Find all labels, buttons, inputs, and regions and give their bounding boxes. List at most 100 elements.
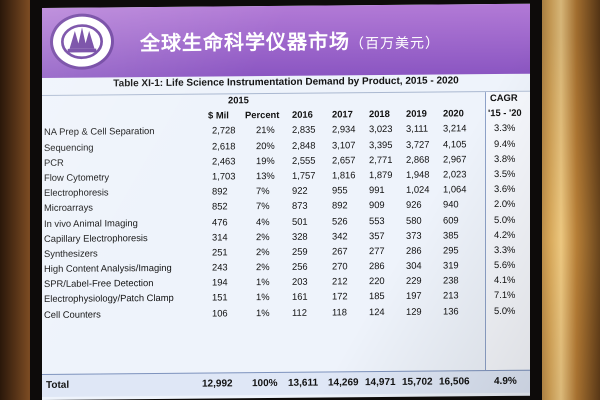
- row-cagr: 3.5%: [494, 167, 516, 179]
- header-2017: 2017: [332, 108, 353, 120]
- row-2020: 385: [443, 229, 459, 241]
- row-2016: 2,835: [292, 123, 316, 136]
- row-cagr: 5.0%: [494, 213, 516, 225]
- row-cagr: 4.1%: [494, 274, 516, 286]
- header-2019: 2019: [406, 107, 427, 120]
- row-2016: 161: [292, 291, 308, 303]
- row-mil: 243: [212, 261, 228, 273]
- row-2017: 267: [332, 245, 348, 257]
- row-2020: 3,214: [443, 122, 467, 134]
- row-label: NA Prep & Cell Separation: [44, 125, 155, 138]
- total-2017: 14,269: [328, 377, 359, 389]
- row-percent: 20%: [256, 139, 275, 151]
- total-2016: 13,611: [288, 377, 319, 389]
- row-mil: 314: [212, 231, 228, 243]
- row-label: High Content Analysis/Imaging: [44, 261, 172, 275]
- row-mil: 892: [212, 185, 228, 197]
- row-2019: 129: [406, 305, 422, 317]
- row-percent: 2%: [256, 245, 270, 258]
- row-percent: 13%: [256, 169, 275, 182]
- row-cagr: 9.4%: [494, 137, 516, 149]
- row-label: Electrophoresis: [44, 186, 109, 199]
- demand-table: 2015 CAGR $ Mil Percent 2016 2017 2018 2…: [42, 92, 530, 324]
- row-2019: 197: [406, 290, 422, 302]
- slide-title: 全球生命科学仪器市场（百万美元）: [140, 25, 440, 57]
- row-2018: 2,771: [369, 153, 393, 165]
- row-2020: 2,967: [443, 153, 467, 165]
- row-label: Flow Cytometry: [44, 171, 110, 183]
- total-2020: 16,506: [439, 376, 470, 388]
- row-2017: 2,934: [332, 123, 356, 135]
- row-2017: 172: [332, 290, 348, 302]
- row-percent: 7%: [256, 200, 270, 212]
- row-2017: 2,657: [332, 154, 356, 166]
- header-percent: Percent: [245, 109, 280, 121]
- row-2020: 295: [443, 244, 459, 256]
- row-2017: 118: [332, 305, 347, 318]
- row-2018: 220: [369, 275, 385, 287]
- row-2019: 286: [406, 244, 422, 256]
- row-percent: 2%: [256, 230, 270, 242]
- row-2019: 373: [406, 229, 422, 241]
- row-2018: 185: [369, 290, 385, 302]
- slide-title-unit: （百万美元）: [350, 35, 440, 53]
- organization-logo: [50, 13, 114, 70]
- row-2020: 609: [443, 213, 459, 226]
- row-2020: 1,064: [443, 183, 467, 195]
- row-2020: 238: [443, 274, 459, 286]
- row-2018: 909: [369, 199, 385, 211]
- row-2020: 213: [443, 289, 459, 301]
- row-2019: 1,024: [406, 183, 430, 195]
- row-mil: 2,463: [212, 155, 236, 167]
- row-2016: 112: [292, 306, 307, 318]
- header-cagr: CAGR: [490, 91, 518, 104]
- row-2020: 136: [443, 304, 459, 317]
- row-label: In vivo Animal Imaging: [44, 216, 138, 229]
- row-percent: 1%: [256, 306, 270, 318]
- row-label: Electrophysiology/Patch Clamp: [44, 292, 174, 305]
- header-2020: 2020: [443, 107, 464, 119]
- row-2016: 501: [292, 215, 308, 227]
- row-2018: 553: [369, 214, 385, 226]
- row-label: Sequencing: [44, 141, 94, 153]
- row-2019: 3,727: [406, 138, 430, 150]
- row-2019: 304: [406, 259, 422, 271]
- row-label: PCR: [44, 156, 64, 168]
- row-2017: 270: [332, 260, 348, 272]
- row-2016: 259: [292, 245, 308, 257]
- row-2016: 922: [292, 184, 308, 196]
- row-2019: 229: [406, 274, 422, 287]
- row-mil: 106: [212, 307, 228, 319]
- row-percent: 19%: [256, 154, 275, 166]
- row-2017: 526: [332, 214, 348, 226]
- row-2017: 3,107: [332, 138, 356, 151]
- header-cagr-period: '15 - '20: [488, 107, 522, 119]
- total-mil: 12,992: [202, 378, 233, 390]
- row-cagr: 3.3%: [494, 122, 516, 134]
- row-mil: 1,703: [212, 170, 236, 182]
- row-cagr: 4.2%: [494, 228, 516, 240]
- row-percent: 21%: [256, 124, 275, 136]
- row-mil: 2,728: [212, 124, 236, 136]
- header-2018: 2018: [369, 108, 390, 120]
- row-2018: 286: [369, 260, 385, 272]
- row-cagr: 7.1%: [494, 289, 516, 301]
- header-year-2015: 2015: [228, 94, 249, 106]
- row-2016: 1,757: [292, 169, 316, 181]
- row-percent: 4%: [256, 215, 270, 227]
- total-cagr: 4.9%: [494, 375, 517, 388]
- row-mil: 2,618: [212, 139, 236, 152]
- row-cagr: 3.3%: [494, 243, 516, 255]
- row-2020: 2,023: [443, 168, 467, 180]
- row-2016: 256: [292, 260, 308, 272]
- row-mil: 852: [212, 200, 228, 212]
- row-cagr: 2.0%: [494, 198, 516, 210]
- row-label: SPR/Label-Free Detection: [44, 277, 154, 290]
- row-2016: 328: [292, 230, 308, 242]
- row-2017: 1,816: [332, 169, 356, 181]
- row-2018: 3,395: [369, 138, 393, 150]
- row-label: Cell Counters: [44, 308, 101, 320]
- row-2016: 873: [292, 199, 308, 212]
- row-2016: 203: [292, 275, 308, 288]
- row-percent: 1%: [256, 276, 270, 288]
